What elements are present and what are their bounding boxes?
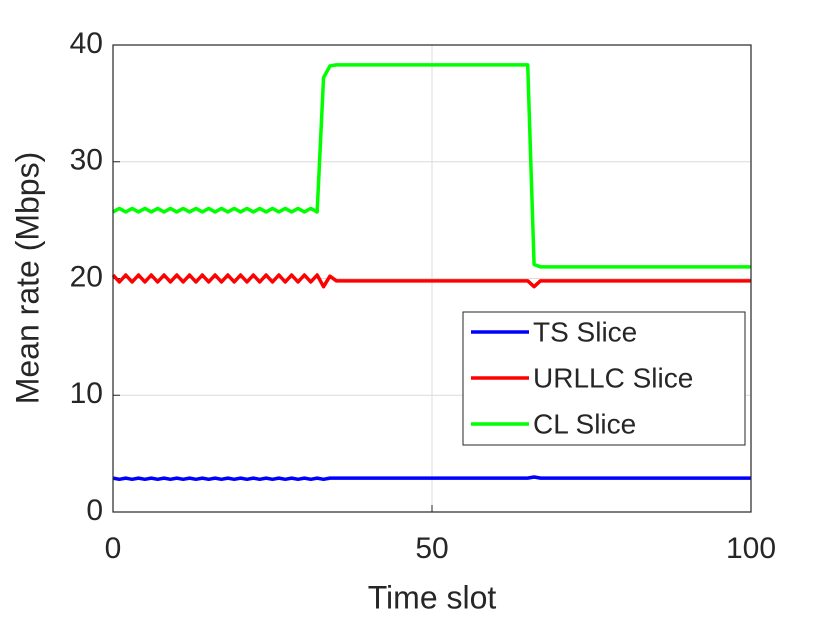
x-tick-label: 100 xyxy=(726,532,776,565)
series-line xyxy=(112,475,751,482)
legend-label: CL Slice xyxy=(533,408,636,439)
x-axis-label: Time slot xyxy=(368,579,497,615)
legend: TS Slice URLLC Slice CL Slice xyxy=(462,311,746,446)
series-line xyxy=(112,63,751,269)
y-tick-label: 20 xyxy=(70,260,103,293)
x-tick-label: 0 xyxy=(105,532,122,565)
series-line xyxy=(111,273,751,289)
legend-label: TS Slice xyxy=(533,316,637,347)
y-tick-label: 0 xyxy=(86,494,103,527)
axes-box xyxy=(112,44,752,513)
y-axis-label: Mean rate (Mbps) xyxy=(9,152,45,405)
y-tick-label: 10 xyxy=(70,377,103,410)
x-tick-label: 50 xyxy=(415,532,448,565)
y-tick-label: 40 xyxy=(70,27,103,60)
y-tick-label: 30 xyxy=(70,144,103,177)
legend-label: URLLC Slice xyxy=(533,362,693,393)
